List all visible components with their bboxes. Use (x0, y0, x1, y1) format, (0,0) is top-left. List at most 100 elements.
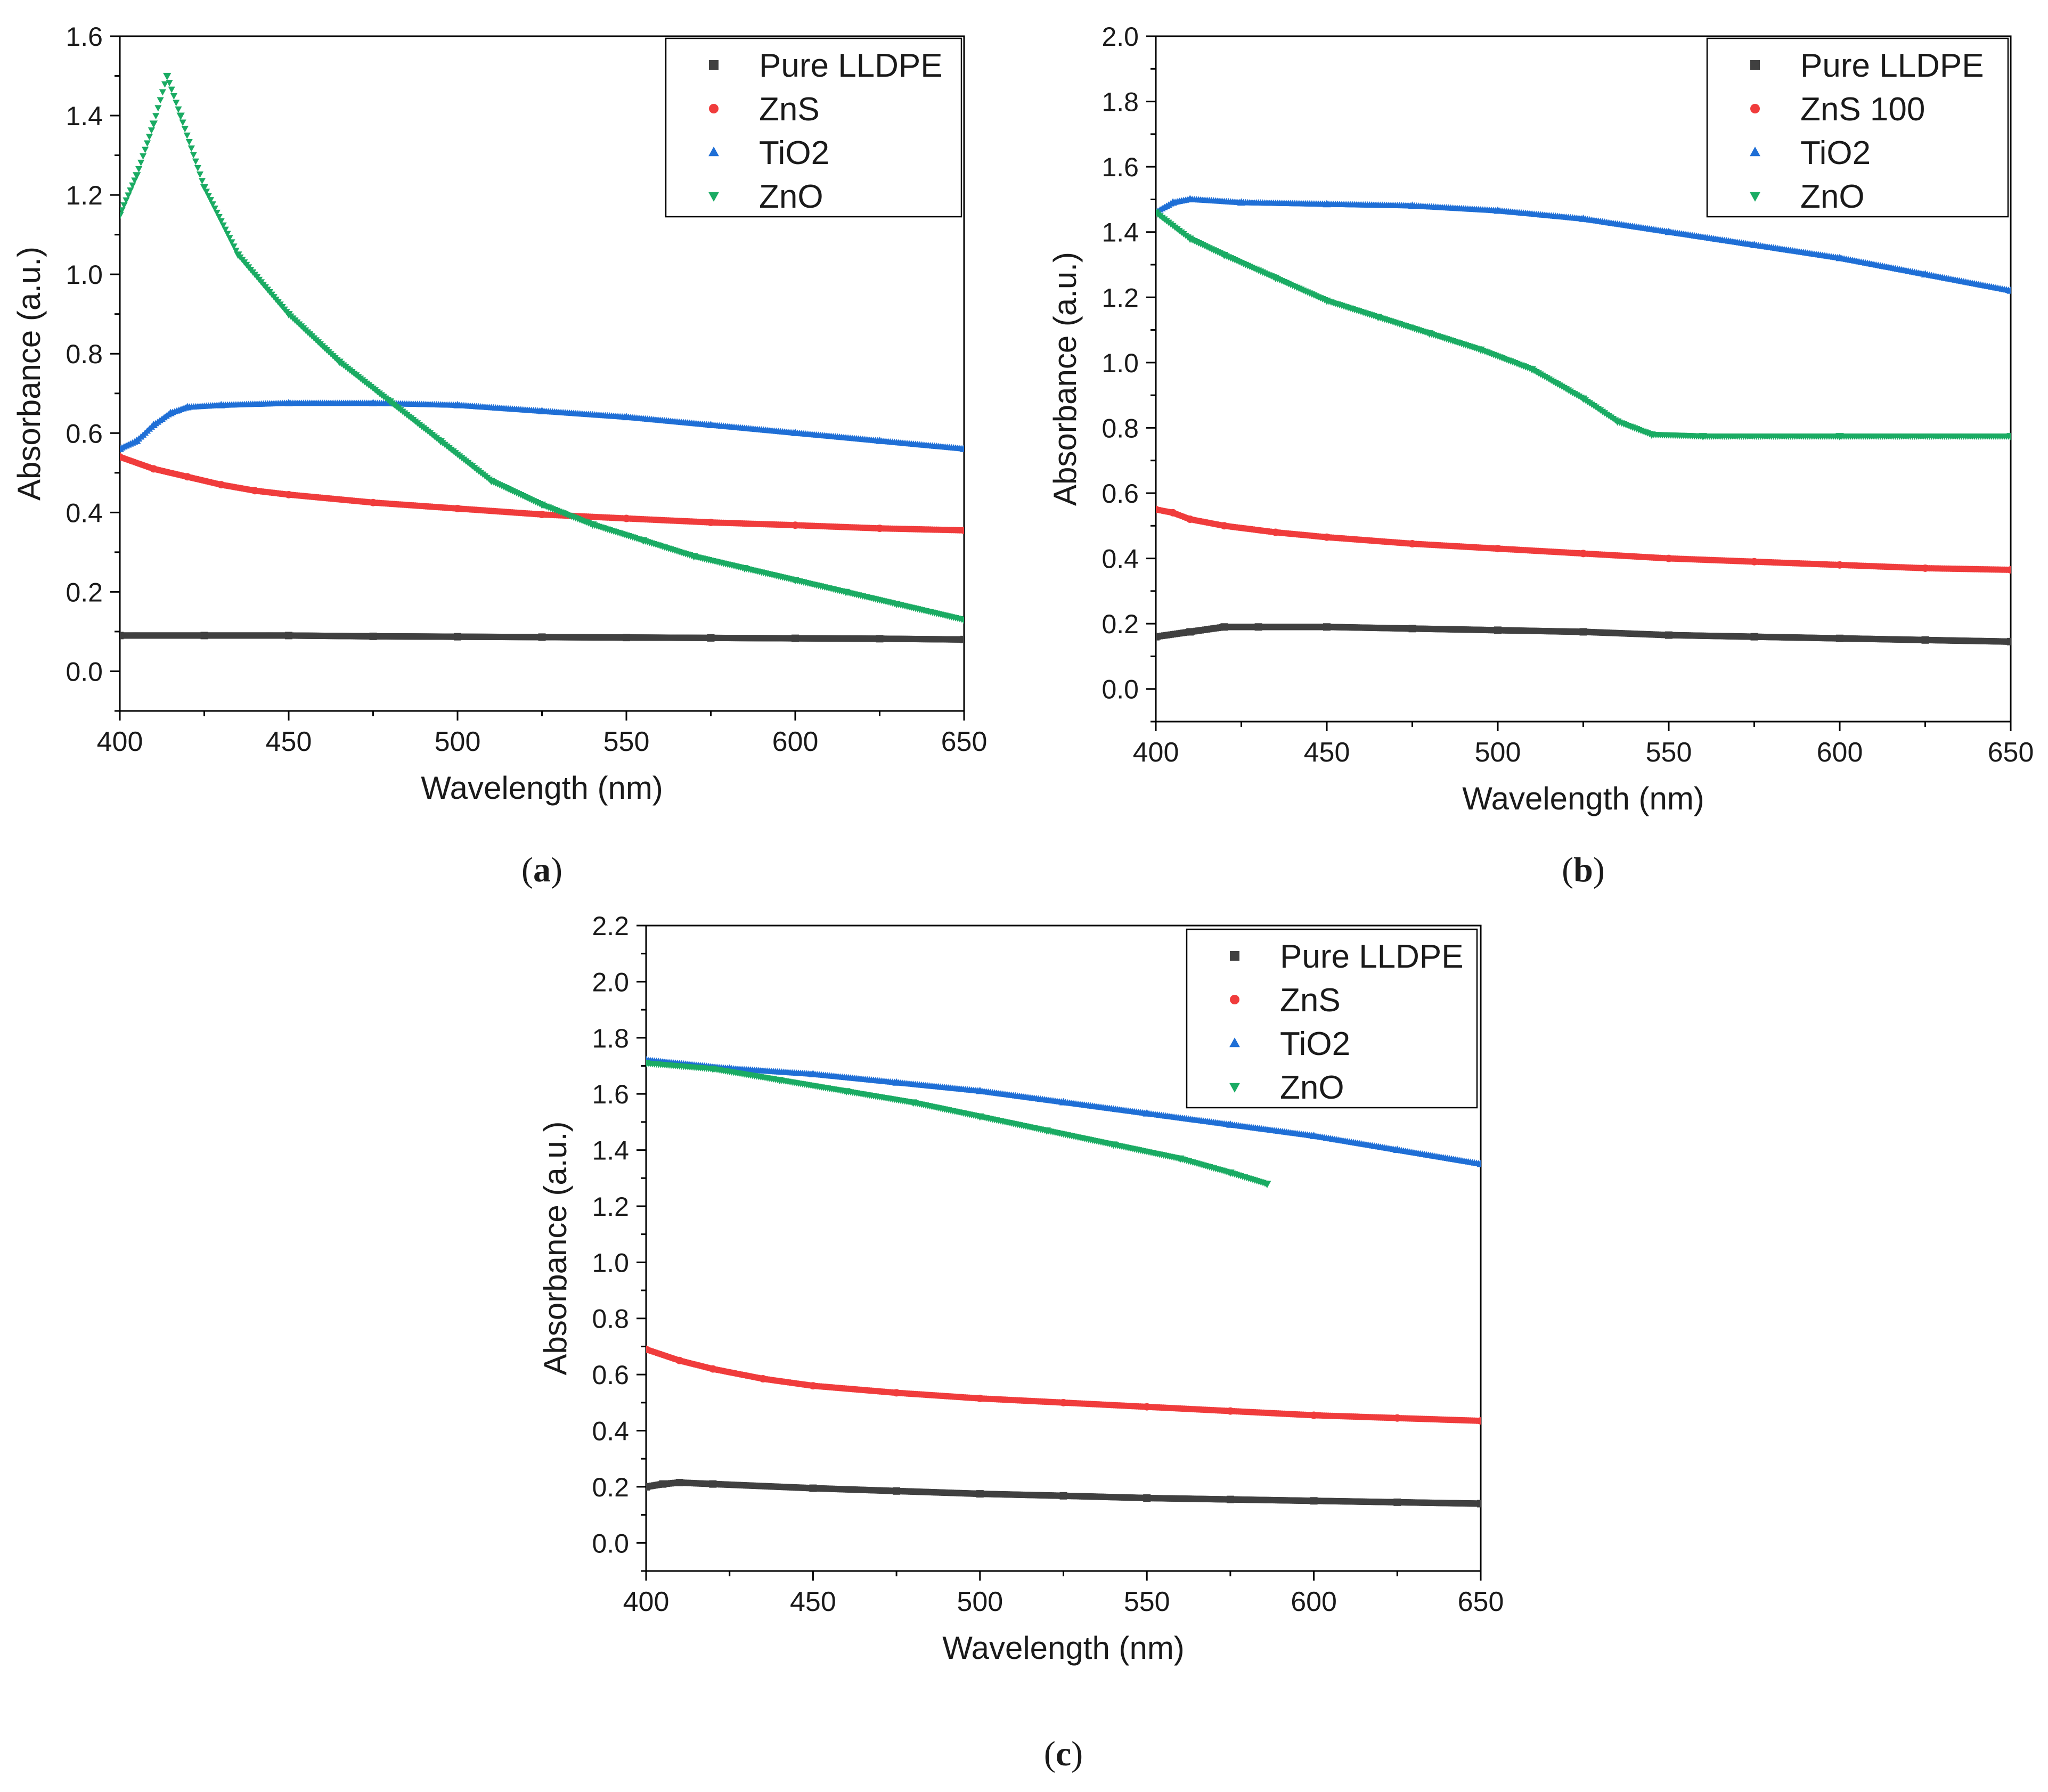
y-tick-label: 0.8 (1101, 413, 1139, 443)
data-point (159, 89, 166, 96)
series-pure-lldpe (120, 632, 964, 643)
x-axis-label: Wavelength (nm) (421, 770, 663, 806)
series-zno (1156, 209, 2011, 441)
data-point (205, 193, 213, 200)
data-point (2007, 566, 2011, 574)
data-point (1477, 1417, 1481, 1425)
series-zno (646, 1060, 1271, 1189)
x-tick-label: 550 (1646, 737, 1692, 768)
y-tick-label: 1.0 (66, 260, 103, 290)
legend-marker (1750, 60, 1760, 70)
chart-panel-a: 400 450 500 550 600 6500.00.20.40.60.81.01.21… (11, 22, 987, 889)
data-point (152, 113, 160, 120)
y-tick-label: 1.4 (1101, 218, 1139, 248)
y-tick-label: 0.8 (592, 1304, 629, 1334)
legend-label: TiO2 (759, 135, 829, 171)
data-point (125, 192, 132, 199)
series-tio2 (120, 398, 964, 452)
y-tick-label: 0.4 (1101, 544, 1139, 574)
data-point (192, 158, 199, 165)
legend-label: ZnO (1280, 1069, 1344, 1106)
y-tick-label: 1.0 (1101, 348, 1139, 378)
data-point (960, 526, 964, 534)
y-tick-label: 1.2 (592, 1192, 629, 1222)
x-tick-label: 500 (1475, 737, 1521, 768)
data-point (1477, 1500, 1481, 1508)
data-point (176, 112, 185, 120)
data-point (960, 444, 964, 452)
data-point (209, 201, 216, 208)
y-tick-label: 1.2 (66, 181, 103, 210)
data-point (168, 86, 175, 93)
legend-marker (1230, 951, 1239, 961)
legend-label: Pure LLDPE (1800, 47, 1984, 84)
data-point (213, 209, 221, 216)
data-point (170, 93, 178, 100)
data-point (1156, 209, 1160, 217)
data-point (129, 182, 136, 189)
data-point (143, 140, 151, 147)
x-tick-label: 650 (1988, 737, 2034, 768)
data-point (224, 231, 231, 238)
data-point (960, 635, 964, 643)
x-tick-label: 550 (603, 726, 650, 757)
x-tick-label: 400 (623, 1586, 670, 1617)
data-point (123, 197, 130, 204)
legend-label: ZnO (1800, 178, 1865, 215)
data-point (166, 80, 173, 87)
panel-caption: (b) (1562, 850, 1605, 889)
data-point (120, 207, 126, 214)
data-point (217, 218, 225, 225)
legend-marker (709, 104, 719, 113)
legend-marker (1229, 1083, 1240, 1093)
x-tick-label: 650 (1458, 1586, 1504, 1617)
x-tick-label: 600 (1817, 737, 1863, 768)
series-pure-lldpe (1156, 623, 2011, 645)
y-tick-label: 0.4 (592, 1417, 629, 1446)
data-point (148, 127, 156, 134)
data-point (228, 239, 235, 246)
y-tick-label: 1.2 (1101, 283, 1139, 313)
data-point (173, 100, 180, 107)
series-zns-100 (1156, 505, 2011, 574)
data-point (133, 172, 141, 180)
y-tick-label: 1.4 (66, 101, 103, 131)
y-tick-label: 0.2 (66, 577, 103, 607)
data-point (1476, 1159, 1481, 1167)
chart-panel-b: 400 450 500 550 600 6500.00.20.40.60.81.01.21… (1047, 22, 2034, 889)
data-point (127, 187, 134, 194)
y-tick-label: 0.4 (66, 498, 103, 528)
y-tick-label: 0.0 (66, 657, 103, 686)
legend-marker (1750, 192, 1760, 202)
x-tick-label: 500 (435, 726, 481, 757)
series-pure-lldpe (646, 1479, 1481, 1508)
data-point (179, 119, 186, 126)
data-point (154, 105, 162, 112)
y-axis-label: Absorbance (a.u.) (537, 1122, 573, 1376)
y-tick-label: 0.0 (1101, 675, 1139, 705)
x-tick-label: 550 (1124, 1586, 1170, 1617)
data-point (2006, 286, 2011, 294)
x-tick-label: 400 (1133, 737, 1179, 768)
data-point (120, 211, 124, 219)
legend-label: Pure LLDPE (1280, 938, 1464, 975)
data-point (185, 139, 193, 146)
legend-marker (1750, 104, 1760, 113)
y-tick-label: 0.2 (1101, 609, 1139, 639)
y-tick-label: 0.6 (1101, 479, 1139, 509)
data-point (163, 72, 172, 80)
y-tick-label: 1.6 (66, 22, 103, 52)
legend-label: Pure LLDPE (759, 47, 943, 84)
data-point (207, 197, 214, 204)
legend-marker (708, 192, 719, 202)
series-zns (646, 1345, 1481, 1425)
x-tick-label: 450 (266, 726, 312, 757)
data-point (2006, 433, 2011, 441)
y-tick-label: 1.8 (592, 1024, 629, 1053)
data-point (222, 226, 229, 233)
series-zno (120, 72, 964, 624)
x-tick-label: 600 (1291, 1586, 1337, 1617)
x-tick-label: 500 (957, 1586, 1003, 1617)
